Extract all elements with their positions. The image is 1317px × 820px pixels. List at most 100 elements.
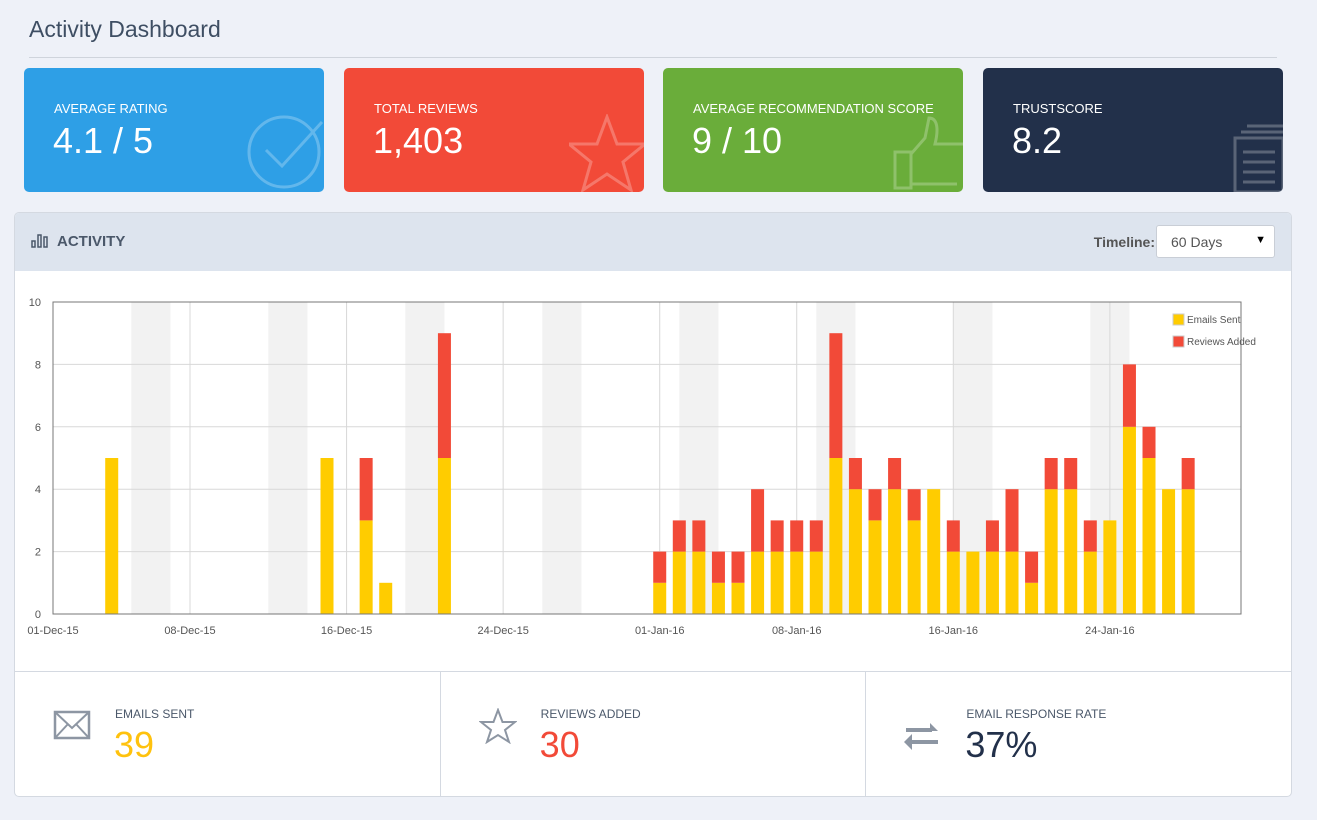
legend-swatch: [1172, 335, 1185, 348]
bar-emails-sent: [966, 551, 980, 614]
chevron-down-icon: ▼: [1255, 234, 1266, 246]
x-tick-label: 01-Dec-15: [27, 625, 78, 637]
stat-value: 30: [539, 724, 580, 765]
card-label: TRUSTSCORE: [1013, 101, 1103, 116]
bar-reviews-added: [1122, 364, 1136, 427]
bar-emails-sent: [1181, 489, 1195, 614]
y-tick-label: 6: [35, 422, 41, 434]
timeline-value: 60 Days: [1171, 234, 1223, 250]
bar-reviews-added: [653, 551, 667, 583]
divider: [29, 57, 1277, 58]
x-tick-label: 08-Dec-15: [164, 625, 215, 637]
bar-reviews-added: [1005, 489, 1019, 552]
bar-reviews-added: [731, 551, 745, 583]
weekend-band: [542, 302, 582, 614]
bar-chart-icon: [31, 234, 48, 248]
bar-emails-sent: [359, 520, 373, 614]
star-icon: [569, 114, 644, 192]
stat-label: EMAIL RESPONSE RATE: [966, 707, 1107, 721]
bar-reviews-added: [985, 520, 999, 552]
bar-emails-sent: [829, 458, 843, 614]
bar-reviews-added: [809, 520, 823, 552]
bar-reviews-added: [770, 520, 784, 552]
envelope-icon: [53, 710, 91, 740]
y-tick-label: 2: [35, 547, 41, 559]
bar-reviews-added: [1064, 458, 1078, 490]
card-value: 4.1 / 5: [53, 120, 154, 161]
check-circle-icon: [247, 115, 324, 189]
card-trustscore: TRUSTSCORE 8.2: [983, 68, 1283, 192]
stats-row: EMAILS SENT 39 REVIEWS ADDED 30 EMAIL RE…: [15, 671, 1291, 796]
bar-emails-sent: [437, 458, 451, 614]
bar-emails-sent: [711, 582, 725, 614]
bar-emails-sent: [692, 551, 706, 614]
bar-reviews-added: [1083, 520, 1097, 552]
activity-panel: ACTIVITY Timeline: 60 Days ▼ 0 2 4 6 8 10 01-De…: [14, 212, 1292, 797]
x-tick-label: 24-Dec-15: [477, 625, 528, 637]
timeline-select[interactable]: 60 Days ▼: [1156, 225, 1275, 258]
bar-reviews-added: [848, 458, 862, 490]
x-tick-label: 16-Dec-15: [321, 625, 372, 637]
bar-emails-sent: [751, 551, 765, 614]
thumbs-up-icon: [893, 116, 963, 190]
bar-reviews-added: [1025, 551, 1039, 583]
bar-emails-sent: [809, 551, 823, 614]
bar-emails-sent: [379, 582, 393, 614]
bar-reviews-added: [888, 458, 902, 490]
plot-border: [52, 301, 1242, 615]
card-value: 9 / 10: [692, 120, 783, 161]
stat-emails-sent: EMAILS SENT 39: [15, 672, 441, 796]
bar-reviews-added: [790, 520, 804, 552]
activity-chart: 0 2 4 6 8 10 01-Dec-15 08-Dec-15 16-Dec-15 24-Dec…: [27, 297, 1256, 637]
bar-reviews-added: [946, 520, 960, 552]
stat-value: 37%: [965, 724, 1038, 765]
exchange-arrows-icon: [904, 723, 939, 750]
bar-reviews-added: [437, 333, 451, 458]
card-label: TOTAL REVIEWS: [374, 101, 478, 116]
stat-email-response-rate: EMAIL RESPONSE RATE 37%: [866, 672, 1291, 796]
bar-emails-sent: [770, 551, 784, 614]
y-tick-label: 10: [29, 297, 41, 309]
bar-emails-sent: [790, 551, 804, 614]
stat-value: 39: [114, 724, 155, 765]
card-value: 8.2: [1012, 120, 1063, 161]
y-tick-label: 4: [35, 484, 41, 496]
y-tick-label: 0: [35, 609, 41, 621]
x-tick-label: 01-Jan-16: [635, 625, 685, 637]
card-recommendation-score: AVERAGE RECOMMENDATION SCORE 9 / 10: [663, 68, 963, 192]
bar-reviews-added: [711, 551, 725, 583]
bar-emails-sent: [1025, 582, 1039, 614]
bar-emails-sent: [672, 551, 686, 614]
bar-emails-sent: [946, 551, 960, 614]
bar-emails-sent: [985, 551, 999, 614]
document-icon: [1233, 124, 1283, 192]
card-average-rating: AVERAGE RATING 4.1 / 5: [24, 68, 324, 192]
bar-reviews-added: [672, 520, 686, 552]
bar-emails-sent: [927, 489, 941, 614]
card-total-reviews: TOTAL REVIEWS 1,403: [344, 68, 644, 192]
bar-reviews-added: [1044, 458, 1058, 490]
activity-title: ACTIVITY: [57, 233, 126, 250]
bar-reviews-added: [751, 489, 765, 552]
stat-label: REVIEWS ADDED: [540, 707, 641, 721]
legend-label: Reviews Added: [1187, 337, 1256, 348]
weekend-band: [405, 302, 445, 614]
bar-reviews-added: [1142, 426, 1156, 458]
bar-emails-sent: [105, 458, 119, 614]
page-title: Activity Dashboard: [29, 16, 221, 42]
legend-label: Emails Sent: [1187, 315, 1241, 326]
bar-emails-sent: [731, 582, 745, 614]
y-tick-label: 8: [35, 359, 41, 371]
card-label: AVERAGE RATING: [54, 101, 168, 116]
bar-emails-sent: [1083, 551, 1097, 614]
bar-emails-sent: [1142, 458, 1156, 614]
x-tick-label: 08-Jan-16: [772, 625, 822, 637]
legend-swatch: [1172, 313, 1185, 326]
x-tick-label: 16-Jan-16: [929, 625, 979, 637]
card-label: AVERAGE RECOMMENDATION SCORE: [693, 101, 934, 116]
bar-emails-sent: [1005, 551, 1019, 614]
bar-emails-sent: [320, 458, 334, 614]
bar-reviews-added: [359, 458, 373, 521]
star-outline-icon: [478, 708, 517, 744]
weekend-band: [268, 302, 308, 614]
